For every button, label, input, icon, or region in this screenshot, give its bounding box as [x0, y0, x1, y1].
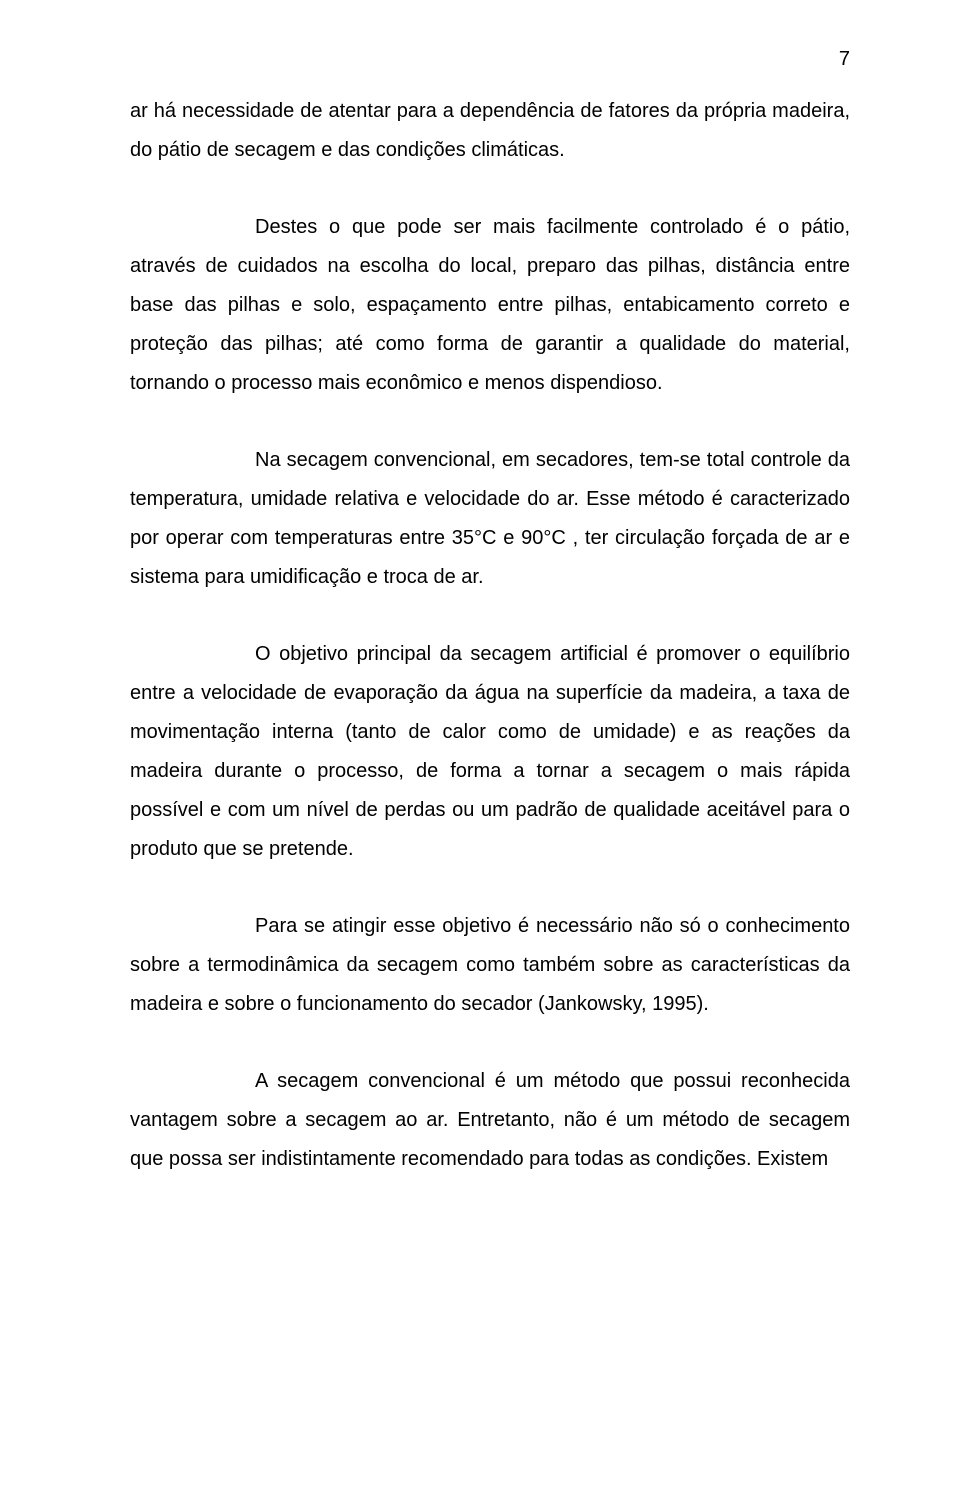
paragraph-2: Destes o que pode ser mais facilmente co…: [130, 208, 850, 403]
paragraph-1: ar há necessidade de atentar para a depe…: [130, 92, 850, 170]
paragraph-1-text: ar há necessidade de atentar para a depe…: [130, 100, 850, 161]
paragraph-6: A secagem convencional é um método que p…: [130, 1062, 850, 1179]
paragraph-4: O objetivo principal da secagem artifici…: [130, 635, 850, 869]
page-number: 7: [839, 48, 850, 71]
paragraph-5: Para se atingir esse objetivo é necessár…: [130, 907, 850, 1024]
paragraph-2-text: Destes o que pode ser mais facilmente co…: [130, 216, 850, 394]
paragraph-4-text: O objetivo principal da secagem artifici…: [130, 643, 850, 860]
paragraph-5-text: Para se atingir esse objetivo é necessár…: [130, 915, 850, 1015]
paragraph-3: Na secagem convencional, em secadores, t…: [130, 441, 850, 597]
paragraph-3-text: Na secagem convencional, em secadores, t…: [130, 449, 850, 588]
page-content: ar há necessidade de atentar para a depe…: [0, 0, 960, 1289]
paragraph-6-text: A secagem convencional é um método que p…: [130, 1070, 850, 1170]
